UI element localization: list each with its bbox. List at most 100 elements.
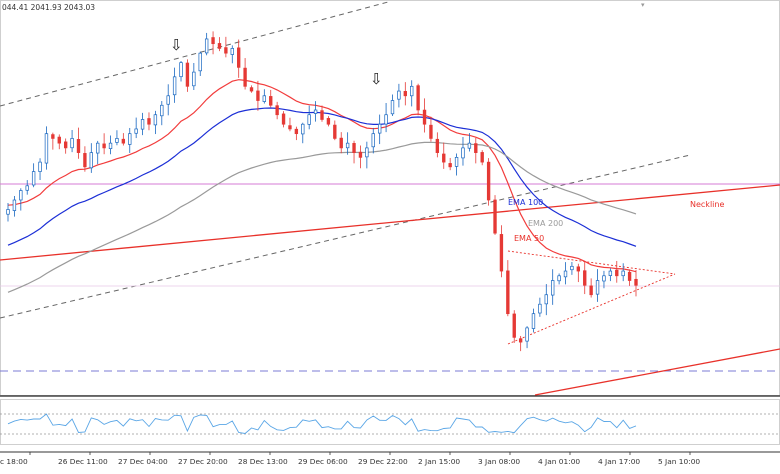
candle xyxy=(25,180,29,195)
down-arrow-icon: ⇩ xyxy=(370,70,383,88)
overlay-lines: ⇩ ⇩ xyxy=(0,1,780,396)
candle-body xyxy=(294,128,299,135)
candle-body xyxy=(583,270,587,286)
candle xyxy=(627,269,632,286)
candle-body xyxy=(333,124,337,139)
candle-body xyxy=(96,142,100,154)
x-tick-label: 2 Jan 15:00 xyxy=(418,457,460,466)
candle-body xyxy=(102,143,106,149)
triangle-upper-line[interactable] xyxy=(507,250,676,275)
candle-body xyxy=(224,47,228,54)
candle-body xyxy=(256,90,260,101)
candle-body xyxy=(403,91,407,97)
candle-body xyxy=(313,109,318,114)
candle xyxy=(51,132,55,150)
candle-body xyxy=(525,327,529,342)
candle xyxy=(89,143,93,173)
candle xyxy=(422,98,427,133)
candle xyxy=(448,157,452,171)
candle-body xyxy=(442,153,446,163)
candle xyxy=(518,335,523,352)
ema50-label: EMA 50 xyxy=(514,234,544,243)
candle xyxy=(557,273,561,285)
candle xyxy=(108,135,113,155)
down-arrow-icon: ⇩ xyxy=(170,36,183,54)
candle-body xyxy=(249,87,254,92)
candle xyxy=(307,105,311,130)
candle-body xyxy=(416,85,420,111)
channel-lower-line[interactable] xyxy=(0,154,691,319)
candle-body xyxy=(262,95,267,102)
candle xyxy=(57,134,61,150)
x-tick-label: 27 Dec 20:00 xyxy=(178,457,228,466)
candle xyxy=(313,101,318,122)
candle-body xyxy=(217,43,222,49)
candle-body xyxy=(621,270,625,277)
candle xyxy=(358,145,363,169)
candle xyxy=(134,117,138,139)
candle-body xyxy=(269,96,273,106)
candle xyxy=(179,60,183,82)
candle-body xyxy=(371,133,375,148)
candles-layer xyxy=(6,31,638,352)
candle xyxy=(615,260,619,283)
candle xyxy=(512,310,516,343)
channel-upper-line[interactable] xyxy=(0,1,389,107)
candle-body xyxy=(512,313,516,338)
x-tick-label: 4 Jan 17:00 xyxy=(598,457,640,466)
candle xyxy=(192,63,196,90)
candle xyxy=(147,112,151,131)
x-tick-label: 27 Dec 04:00 xyxy=(118,457,168,466)
lower-trendline[interactable] xyxy=(534,348,780,396)
candle xyxy=(583,261,587,295)
candle xyxy=(204,32,209,56)
candle xyxy=(589,278,593,298)
candle-body xyxy=(275,105,279,116)
ema200-line[interactable] xyxy=(7,141,637,293)
candle xyxy=(269,89,273,108)
candle xyxy=(211,31,215,55)
candle-body xyxy=(557,275,561,282)
x-tick-label: 4 Jan 01:00 xyxy=(538,457,580,466)
candle-body xyxy=(115,138,119,143)
candle xyxy=(480,150,484,166)
x-tick-label: c 18:00 xyxy=(0,457,28,466)
candle xyxy=(301,122,305,144)
neckline-line[interactable] xyxy=(0,184,780,261)
candle-body xyxy=(326,118,331,125)
candle xyxy=(128,127,132,153)
candle-body xyxy=(153,114,158,126)
candle-body xyxy=(237,47,241,68)
candle xyxy=(339,132,343,154)
main-plot-frame xyxy=(0,0,780,396)
candle xyxy=(538,297,542,317)
candle-body xyxy=(128,133,132,145)
candle xyxy=(262,89,267,104)
candle xyxy=(467,133,472,152)
candle-body xyxy=(474,143,478,153)
candle xyxy=(224,36,228,58)
candle-body xyxy=(531,313,536,329)
candle xyxy=(256,80,260,111)
candle-body xyxy=(83,153,87,168)
candle-body xyxy=(493,199,497,234)
candle-body xyxy=(38,161,42,172)
candle-body xyxy=(339,137,343,149)
candle-body xyxy=(589,285,593,296)
candle xyxy=(410,80,414,107)
oscillator-frame xyxy=(0,399,780,445)
collapse-marker[interactable]: ▾ xyxy=(641,1,645,9)
x-tick-label: 5 Jan 10:00 xyxy=(658,457,700,466)
candle-body xyxy=(570,265,574,271)
candle-body xyxy=(192,71,196,87)
candle xyxy=(493,195,497,235)
candle xyxy=(160,101,164,126)
candle xyxy=(12,196,17,217)
candle xyxy=(621,263,625,282)
candle-body xyxy=(211,37,215,45)
candle xyxy=(570,262,574,275)
candle xyxy=(243,58,247,90)
x-tick-label: 3 Jan 08:00 xyxy=(478,457,520,466)
